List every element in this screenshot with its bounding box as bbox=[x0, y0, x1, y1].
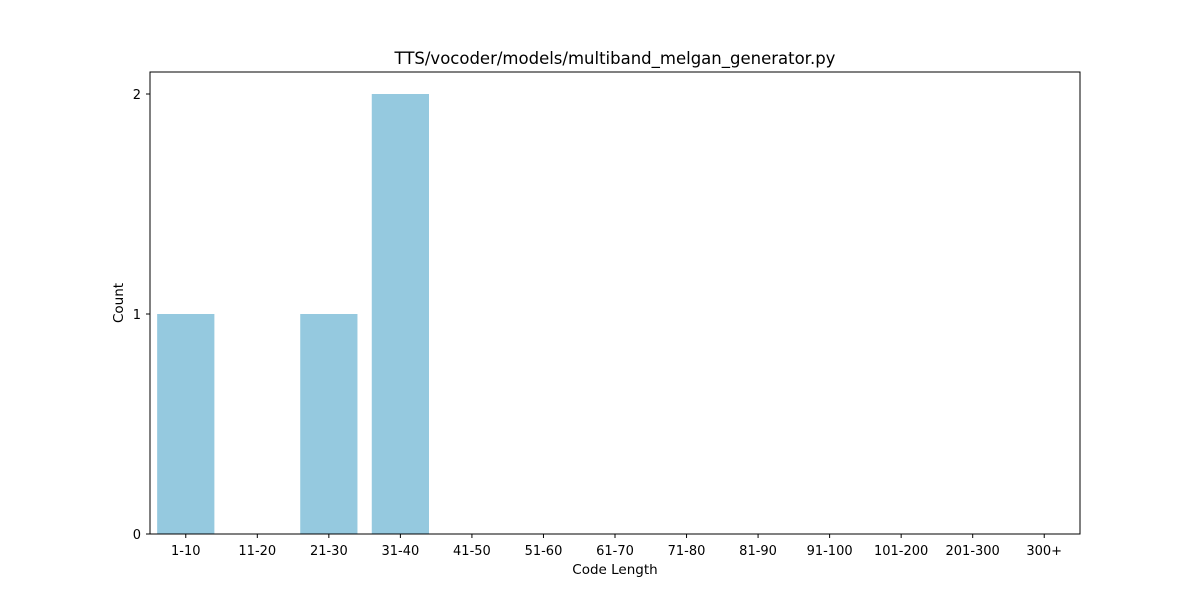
x-tick-label: 81-90 bbox=[739, 544, 777, 559]
x-tick-label: 71-80 bbox=[668, 544, 706, 559]
x-axis-ticks: 1-10 11-20 21-30 31-40 41-50 51-60 61-70 71-80 8… bbox=[171, 534, 1062, 559]
y-tick-label: 1 bbox=[133, 308, 141, 323]
x-tick-label: 91-100 bbox=[807, 544, 853, 559]
x-tick-label: 21-30 bbox=[310, 544, 348, 559]
y-axis-ticks: 0 1 2 bbox=[133, 88, 150, 543]
bar-1-10 bbox=[157, 314, 215, 534]
y-tick-label: 0 bbox=[133, 528, 141, 543]
x-tick-label: 51-60 bbox=[525, 544, 563, 559]
bars-group bbox=[157, 94, 429, 534]
bar-21-30 bbox=[300, 314, 358, 534]
x-tick-label: 31-40 bbox=[381, 544, 419, 559]
x-tick-label: 1-10 bbox=[171, 544, 201, 559]
x-tick-label: 201-300 bbox=[946, 544, 1000, 559]
y-axis-label: Count bbox=[111, 283, 127, 323]
x-tick-label: 11-20 bbox=[238, 544, 276, 559]
x-tick-label: 41-50 bbox=[453, 544, 491, 559]
x-tick-label: 101-200 bbox=[874, 544, 928, 559]
y-tick-label: 2 bbox=[133, 88, 141, 103]
x-tick-label: 300+ bbox=[1026, 544, 1062, 559]
plot-frame bbox=[149, 71, 1081, 535]
chart-title: TTS/vocoder/models/multiband_melgan_gene… bbox=[394, 49, 836, 69]
bar-31-40 bbox=[371, 94, 429, 534]
x-tick-label: 61-70 bbox=[596, 544, 634, 559]
x-axis-label: Code Length bbox=[572, 562, 657, 578]
